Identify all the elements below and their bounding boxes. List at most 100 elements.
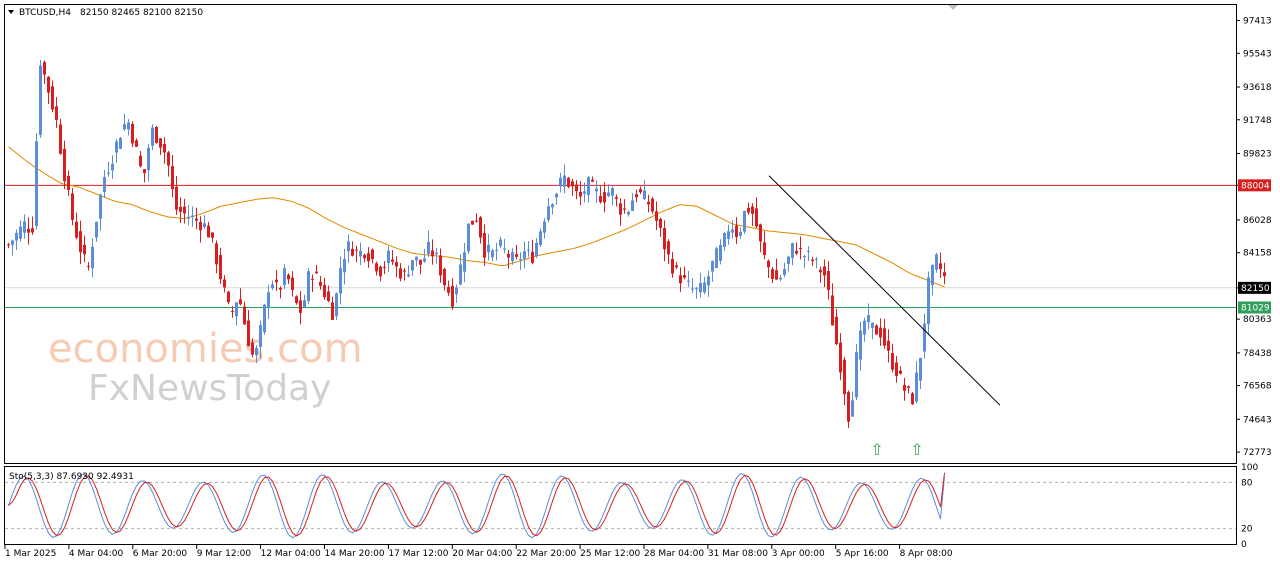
candle-body[interactable] <box>627 211 630 215</box>
candle-body[interactable] <box>479 217 482 238</box>
candle-body[interactable] <box>119 137 122 149</box>
candle-body[interactable] <box>827 271 830 291</box>
candle-body[interactable] <box>783 269 786 275</box>
candle-body[interactable] <box>683 275 686 278</box>
candle-body[interactable] <box>311 278 314 280</box>
candle-body[interactable] <box>755 208 758 227</box>
candle-body[interactable] <box>235 302 238 317</box>
candle-body[interactable] <box>503 248 506 250</box>
candle-body[interactable] <box>447 286 450 293</box>
candle-body[interactable] <box>563 175 566 187</box>
candle-body[interactable] <box>47 76 50 93</box>
candle-body[interactable] <box>383 266 386 268</box>
candle-body[interactable] <box>643 190 646 200</box>
candle-body[interactable] <box>599 196 602 203</box>
candle-body[interactable] <box>427 241 430 255</box>
candle-body[interactable] <box>463 252 466 272</box>
candle-body[interactable] <box>211 232 214 238</box>
candle-body[interactable] <box>731 229 734 233</box>
candle-body[interactable] <box>335 293 338 317</box>
candle-body[interactable] <box>143 169 146 174</box>
candle-body[interactable] <box>167 152 170 166</box>
candle-body[interactable] <box>847 392 850 422</box>
candle-body[interactable] <box>699 283 702 293</box>
candle-body[interactable] <box>391 259 394 262</box>
candle-body[interactable] <box>291 277 294 290</box>
candle-body[interactable] <box>711 260 714 272</box>
candle-body[interactable] <box>631 200 634 211</box>
candle-body[interactable] <box>439 255 442 276</box>
candle-body[interactable] <box>139 155 142 167</box>
candle-body[interactable] <box>367 253 370 262</box>
stochastic-panel[interactable] <box>4 466 1237 545</box>
candle-body[interactable] <box>939 263 942 270</box>
candle-body[interactable] <box>675 265 678 268</box>
candle-body[interactable] <box>615 196 618 199</box>
candle-body[interactable] <box>315 271 318 274</box>
stoch-d-line[interactable] <box>8 472 945 537</box>
candle-body[interactable] <box>203 223 206 227</box>
candle-body[interactable] <box>363 255 366 259</box>
candle-body[interactable] <box>587 177 590 195</box>
symbol-label[interactable]: BTCUSD,H4 <box>19 8 71 18</box>
candle-body[interactable] <box>163 143 166 153</box>
candle-body[interactable] <box>935 254 938 270</box>
candle-body[interactable] <box>883 328 886 346</box>
candle-body[interactable] <box>343 259 346 273</box>
candle-body[interactable] <box>455 287 458 295</box>
candle-body[interactable] <box>707 276 710 286</box>
candle-body[interactable] <box>491 250 494 258</box>
candle-body[interactable] <box>79 231 82 253</box>
candle-body[interactable] <box>739 231 742 236</box>
candle-body[interactable] <box>399 268 402 279</box>
candle-body[interactable] <box>659 218 662 228</box>
candle-body[interactable] <box>83 244 86 255</box>
candle-body[interactable] <box>223 279 226 288</box>
candle-body[interactable] <box>559 177 562 187</box>
candle-body[interactable] <box>779 277 782 280</box>
candle-body[interactable] <box>227 291 230 303</box>
candle-body[interactable] <box>763 242 766 256</box>
candle-body[interactable] <box>115 141 118 153</box>
candle-body[interactable] <box>691 288 694 290</box>
candle-body[interactable] <box>255 347 258 356</box>
candle-body[interactable] <box>183 206 186 214</box>
candle-body[interactable] <box>135 140 138 147</box>
candle-body[interactable] <box>59 124 62 154</box>
candle-body[interactable] <box>943 272 946 277</box>
candle-body[interactable] <box>791 243 794 258</box>
candle-body[interactable] <box>263 304 266 333</box>
shift-marker-icon[interactable] <box>948 5 958 10</box>
candle-body[interactable] <box>403 270 406 272</box>
candle-body[interactable] <box>887 340 890 351</box>
candle-body[interactable] <box>251 342 254 355</box>
candle-body[interactable] <box>487 244 490 253</box>
candle-body[interactable] <box>695 288 698 290</box>
candle-body[interactable] <box>535 242 538 257</box>
candle-body[interactable] <box>459 264 462 285</box>
candle-body[interactable] <box>475 220 478 222</box>
candle-body[interactable] <box>919 357 922 381</box>
candle-body[interactable] <box>747 207 750 213</box>
candle-body[interactable] <box>67 175 70 190</box>
candle-body[interactable] <box>35 141 38 227</box>
candle-body[interactable] <box>423 258 426 262</box>
candle-body[interactable] <box>635 194 638 198</box>
candle-body[interactable] <box>359 250 362 257</box>
candle-body[interactable] <box>451 285 454 307</box>
candle-body[interactable] <box>571 181 574 187</box>
candle-body[interactable] <box>111 163 114 171</box>
candle-body[interactable] <box>547 206 550 221</box>
candle-body[interactable] <box>831 295 834 326</box>
candle-body[interactable] <box>499 239 502 246</box>
candle-body[interactable] <box>575 184 578 192</box>
candle-body[interactable] <box>891 353 894 370</box>
candle-body[interactable] <box>667 241 670 255</box>
candle-body[interactable] <box>743 210 746 232</box>
candle-body[interactable] <box>131 123 134 144</box>
candle-body[interactable] <box>319 281 322 286</box>
candle-body[interactable] <box>179 206 182 212</box>
candle-body[interactable] <box>527 249 530 251</box>
candle-body[interactable] <box>727 231 730 239</box>
